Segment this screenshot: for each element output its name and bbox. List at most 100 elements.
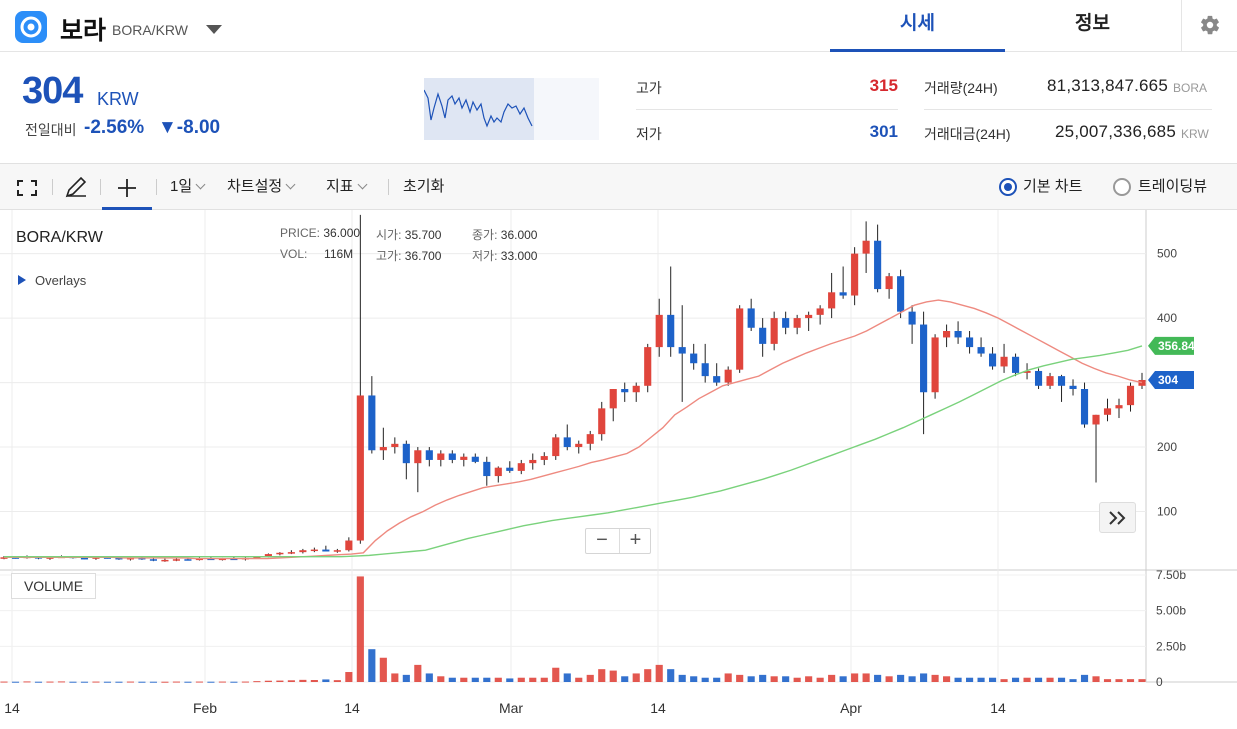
candle-body [575,443,583,448]
candle-body [770,318,778,344]
caret-down-icon[interactable] [206,25,222,34]
candle-body [483,461,491,477]
tradingview-label[interactable]: 트레이딩뷰 [1138,178,1208,195]
legend-close-value: 36.000 [500,228,538,242]
volume-bar [575,677,583,682]
volume-bar [287,680,295,682]
volume-bar [333,680,341,682]
mini-sparkline-chart [424,78,599,140]
volume-bar [701,677,709,682]
candle-body [828,292,836,309]
volume-bar [80,681,89,683]
candle-body [195,558,203,561]
volume-bar [609,670,617,682]
trade-value-label: 거래대금(24H) [924,126,1011,142]
y-tick-label: 500 [1157,247,1177,261]
volume-bar [184,681,192,683]
volume-bar [1000,679,1008,682]
volume-unit: BORA [1173,81,1208,95]
candle-body [253,556,261,559]
candle-body [839,292,847,296]
candle-body [161,559,169,562]
indicators-dropdown[interactable]: 지표 [326,164,368,210]
candle-body [172,559,180,561]
candle-body [368,395,376,451]
current-price-tag [1148,370,1194,389]
volume-bar [782,676,790,682]
overlays-toggle[interactable]: Overlays [18,273,86,288]
tab-info[interactable]: 정보 [1075,13,1110,34]
volume-bar [851,673,859,682]
gear-icon [1201,15,1219,35]
candle-body [1034,370,1043,386]
reset-button[interactable]: 초기화 [403,178,445,195]
candle-body [103,557,112,559]
candle-body [529,459,537,464]
basic-chart-label[interactable]: 기본 차트 [1023,178,1083,195]
toolbar-separator [100,179,101,195]
volume-bar [310,680,318,682]
volume-bar [724,673,732,682]
candle-body [644,347,652,386]
y-tick-label: 200 [1157,440,1177,454]
volume-bar [299,679,307,682]
volume-tick-label: 0 [1156,675,1163,689]
change-rate: -2.56% [84,117,145,138]
candle-body [1138,379,1146,386]
volume-bar [920,673,928,682]
candle-body [598,408,606,435]
volume-bar [736,674,744,682]
volume-bar [494,677,502,682]
coin-name: 보라 [60,17,107,45]
tradingview-radio[interactable] [1113,178,1131,196]
volume-bar [1080,674,1089,682]
draw-button[interactable] [64,164,90,210]
volume-tick-label: 5.00b [1156,604,1186,618]
chart-canvas[interactable]: 5004003002001007.50b5.00b2.50b014Feb14Ma… [0,210,1237,729]
crosshair-button[interactable] [102,164,152,210]
interval-dropdown[interactable]: 1일 [170,164,206,210]
volume-bar [529,677,537,682]
volume-bar [471,677,479,682]
volume-bar [276,680,284,682]
toolbar-separator [388,179,389,195]
x-tick-label: 14 [4,700,20,716]
scroll-to-latest-button[interactable] [1099,502,1136,533]
volume-bar [897,674,905,682]
volume-bar [1115,679,1123,682]
volume-bar [586,674,594,682]
zoom-in-button[interactable]: + [619,529,651,553]
chart-settings-dropdown[interactable]: 차트설정 [227,164,296,210]
volume-bar [632,673,640,682]
volume-bar [678,674,686,682]
low-value: 301 [869,122,898,141]
volume-bar [954,677,962,682]
tab-quote[interactable]: 시세 [830,0,1005,52]
indicators-label: 지표 [326,178,354,195]
candle-body [632,385,640,393]
candle-body [517,463,525,471]
volume-pane-label[interactable]: VOLUME [11,573,96,599]
volume-bar [552,667,560,682]
interval-label: 1일 [170,178,193,195]
volume-bar [690,676,698,682]
legend-price: PRICE: 36.000 [280,226,360,240]
price-chart[interactable]: 5004003002001007.50b5.00b2.50b014Feb14Ma… [0,210,1237,729]
volume-bar [448,677,456,682]
legend-low: 저가: 33.000 [472,247,537,264]
volume-bar [230,681,238,683]
fullscreen-button[interactable] [16,164,40,210]
volume-bar [0,681,8,683]
zoom-out-button[interactable]: − [596,529,608,551]
volume-bar [161,681,169,683]
settings-button[interactable] [1181,0,1237,52]
volume-bar [1138,679,1146,682]
basic-chart-radio[interactable] [999,178,1017,196]
candle-body [747,308,755,328]
volume-bar [931,674,939,682]
toolbar-separator [156,179,157,195]
candle-body [897,276,905,312]
low-label: 저가 [636,126,662,142]
candle-body [310,549,318,552]
